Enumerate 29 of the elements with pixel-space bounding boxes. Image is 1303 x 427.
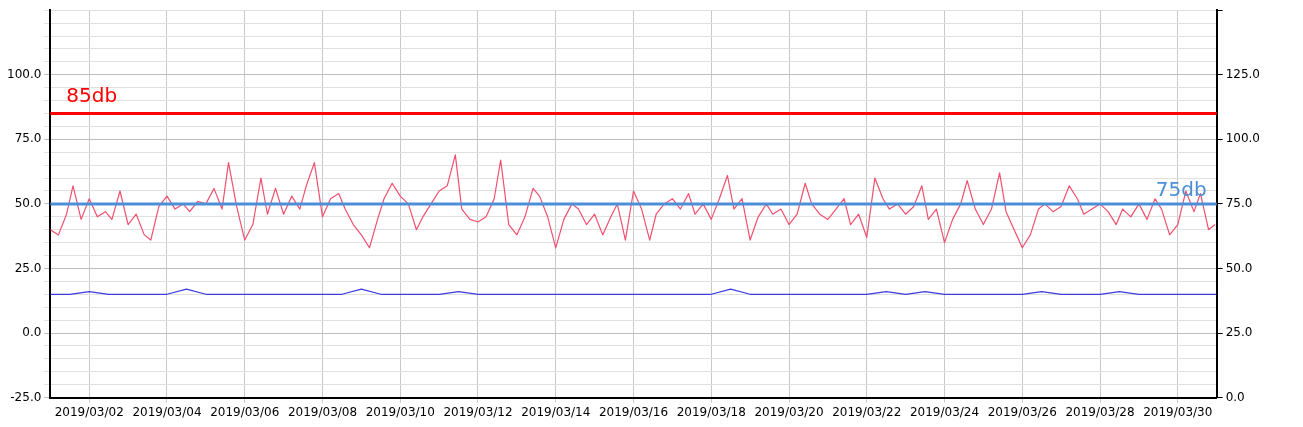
x-tick-label: 2019/03/24 — [909, 404, 980, 419]
x-tick-label: 2019/03/06 — [210, 404, 280, 419]
x-tick-label: 2019/03/18 — [676, 404, 746, 419]
y-tick-label: -25.0 — [10, 389, 42, 404]
y2-tick-label: 25.0 — [1225, 325, 1253, 340]
ref-line-label: 75db — [1155, 177, 1207, 202]
x-tick-label: 2019/03/12 — [443, 404, 513, 419]
x-tick-label: 2019/03/28 — [1065, 404, 1135, 419]
x-tick-label: 2019/03/08 — [287, 404, 358, 419]
x-tick-label: 2019/03/16 — [598, 404, 669, 419]
x-tick-label: 2019/03/22 — [832, 404, 902, 419]
y2-tick-label: 50.0 — [1225, 260, 1253, 275]
y-tick-label: 50.0 — [14, 196, 42, 211]
y2-tick-label: 0.0 — [1225, 389, 1245, 404]
y2-tick-label: 100.0 — [1225, 131, 1261, 146]
ref-line-label: 85db — [66, 82, 118, 107]
y-tick-label: 75.0 — [14, 131, 42, 146]
y-tick-label: 100.0 — [6, 66, 42, 81]
x-tick-label: 2019/03/20 — [754, 404, 824, 419]
y-tick-label: 0.0 — [22, 325, 42, 340]
x-tick-label: 2019/03/26 — [987, 404, 1057, 419]
y2-tick-label: 125.0 — [1225, 66, 1261, 81]
x-tick-label: 2019/03/02 — [54, 404, 124, 419]
y2-tick-label: 75.0 — [1225, 196, 1253, 211]
x-tick-label: 2019/03/30 — [1143, 404, 1213, 419]
x-tick-label: 2019/03/14 — [521, 404, 591, 419]
x-tick-label: 2019/03/04 — [132, 404, 202, 419]
x-tick-label: 2019/03/10 — [365, 404, 435, 419]
y-tick-label: 25.0 — [14, 260, 42, 275]
